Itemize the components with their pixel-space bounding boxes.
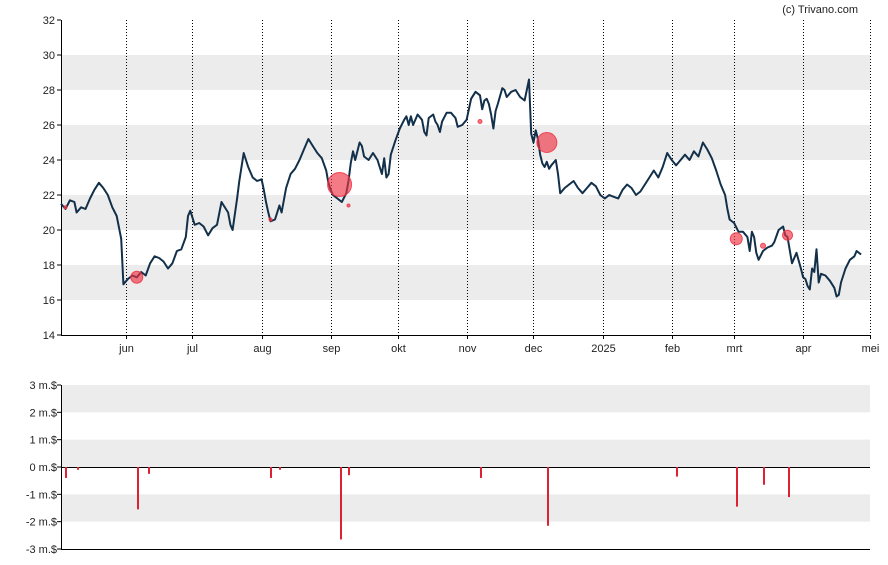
credit-text: (c) Trivano.com	[782, 4, 858, 16]
x-tick-label: dec	[525, 343, 543, 355]
grid-band	[61, 439, 870, 467]
y-tick-label: 1 m.$	[29, 435, 57, 447]
y-tick-label: 28	[43, 85, 55, 97]
x-tick-label: feb	[665, 343, 680, 355]
volume-bar	[480, 467, 482, 478]
y-tick-label: 18	[43, 260, 55, 272]
x-tick-label: mei	[862, 343, 880, 355]
volume-bar	[340, 467, 342, 540]
y-tick-label: 24	[43, 155, 55, 167]
x-tick-label: nov	[459, 343, 477, 355]
transaction-marker	[536, 132, 558, 153]
y-tick-label: 14	[43, 330, 55, 342]
y-tick-label: 0 m.$	[29, 462, 57, 474]
y-tick-label: 3 m.$	[29, 380, 57, 392]
y-tick-label: 22	[43, 190, 55, 202]
y-tick-label: 32	[43, 15, 55, 27]
transaction-marker	[268, 217, 273, 222]
transaction-marker	[729, 232, 743, 246]
volume-bar	[788, 467, 790, 498]
volume-bar	[137, 467, 139, 510]
y-tick-label: -1 m.$	[26, 489, 57, 501]
y-tick-label: 20	[43, 225, 55, 237]
transaction-marker	[760, 242, 767, 249]
volume-bar	[736, 467, 738, 507]
price-line	[60, 78, 862, 298]
x-tick-label: 2025	[591, 343, 615, 355]
transaction-marker	[782, 229, 794, 241]
x-tick-label: mrt	[727, 343, 743, 355]
transaction-marker	[346, 203, 351, 208]
y-tick-label: 16	[43, 295, 55, 307]
price-chart: 14 16 18 20 22 24 26 28 30 32 jun jul aug sep okt nov de…	[43, 15, 880, 355]
volume-bar	[348, 467, 350, 476]
x-tick-label: aug	[253, 343, 271, 355]
y-tick-label: 2 m.$	[29, 407, 57, 419]
x-tick-label: sep	[323, 343, 341, 355]
y-tick-label: -2 m.$	[26, 517, 57, 529]
volume-bar	[547, 467, 549, 526]
transaction-marker	[63, 205, 68, 210]
transaction-marker	[477, 119, 483, 124]
volume-bar	[676, 467, 678, 477]
y-tick-label: -3 m.$	[26, 544, 57, 556]
volume-bar	[279, 467, 281, 470]
volume-bar	[65, 467, 67, 478]
x-tick-label: jul	[186, 343, 198, 355]
grid-band	[61, 265, 870, 300]
x-tick-label: jun	[118, 343, 134, 355]
y-tick-label: 26	[43, 120, 55, 132]
y-tick-label: 30	[43, 50, 55, 62]
grid-band	[61, 125, 870, 160]
grid-band	[61, 195, 870, 230]
transaction-marker	[327, 172, 353, 197]
volume-bar	[148, 467, 150, 474]
x-tick-label: okt	[391, 343, 406, 355]
volume-chart: -3 m.$ -2 m.$ -1 m.$ 0 m.$ 1 m.$ 2 m.$ 3 m.$	[26, 380, 870, 556]
grid-band	[61, 385, 870, 413]
x-tick-label: apr	[796, 343, 812, 355]
volume-bar	[77, 467, 79, 470]
grid-band	[61, 494, 870, 522]
volume-bar	[270, 467, 272, 478]
volume-bar	[763, 467, 765, 485]
transaction-marker	[130, 270, 144, 284]
grid-band	[61, 55, 870, 90]
